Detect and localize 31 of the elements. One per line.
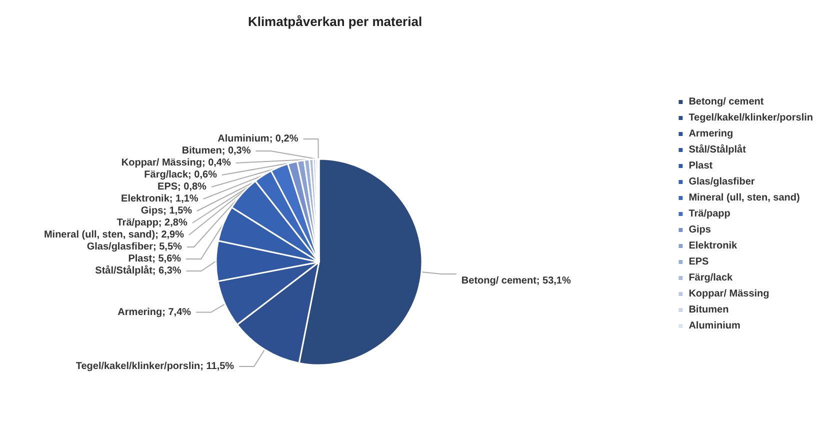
- legend-label: Koppar/ Mässing: [688, 288, 770, 300]
- data-label: Elektronik; 1,1%: [121, 194, 198, 204]
- legend-label: Trä/papp: [688, 208, 730, 220]
- data-label: Koppar/ Mässing; 0,4%: [121, 158, 231, 168]
- legend-label: Glas/glasfiber: [688, 176, 755, 188]
- data-label: Mineral (ull, sten, sand); 2,9%: [44, 230, 184, 240]
- data-label: EPS; 0,8%: [158, 182, 207, 192]
- data-label: Stål/Stålplåt; 6,3%: [95, 264, 182, 276]
- legend-label: Betong/ cement: [688, 96, 764, 108]
- legend-label: Elektronik: [688, 240, 738, 252]
- legend-label: Gips: [688, 224, 712, 236]
- legend-label: Mineral (ull, sten, sand): [688, 192, 800, 204]
- chart-title: Klimatpåverkan per material: [248, 14, 422, 29]
- legend-label: EPS: [688, 256, 710, 268]
- legend-label: Bitumen: [688, 304, 729, 316]
- legend-label: Stål/Stålplåt: [688, 144, 747, 156]
- data-label: Trä/papp; 2,8%: [116, 218, 188, 228]
- data-label: Tegel/kakel/klinker/porslin; 11,5%: [76, 360, 234, 372]
- data-label: Bitumen; 0,3%: [182, 146, 251, 156]
- data-label: Glas/glasfiber; 5,5%: [86, 242, 182, 252]
- data-label: Gips; 1,5%: [140, 206, 192, 216]
- data-label: Armering; 7,4%: [118, 306, 192, 318]
- legend-label: Tegel/kakel/klinker/porslin: [688, 112, 813, 124]
- data-label: Plast; 5,6%: [128, 254, 182, 264]
- legend-label: Färg/lack: [688, 272, 734, 284]
- legend-label: Aluminium: [688, 320, 740, 332]
- legend-label: Plast: [688, 160, 714, 172]
- legend-label: Armering: [688, 128, 734, 140]
- data-label: Färg/lack; 0,6%: [144, 170, 218, 180]
- data-label: Aluminium; 0,2%: [218, 134, 298, 144]
- data-label: Betong/ cement; 53,1%: [461, 276, 571, 286]
